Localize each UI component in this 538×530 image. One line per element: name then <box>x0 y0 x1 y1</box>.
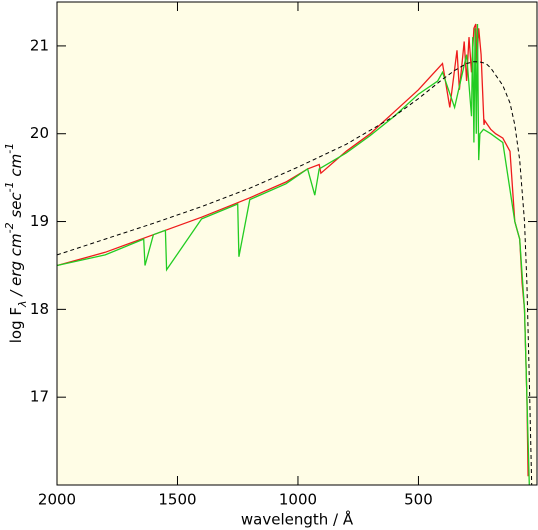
y-label-part: -1 <box>3 181 16 192</box>
series-group <box>57 23 533 485</box>
y-label-part: -1 <box>3 143 16 154</box>
y-label-part: λ <box>16 300 29 308</box>
x-tick-label: 1000 <box>279 491 317 509</box>
y-tick-label: 20 <box>30 124 49 142</box>
y-tick-label: 18 <box>30 300 49 318</box>
spectrum-line <box>57 61 533 485</box>
plot-area <box>57 2 537 485</box>
spectrum-line <box>57 23 530 485</box>
y-tick-label: 19 <box>30 212 49 230</box>
y-label-part: sec <box>7 192 25 223</box>
x-tick-label: 2000 <box>38 491 76 509</box>
y-label-part: -2 <box>3 222 16 233</box>
plot-frame <box>56 1 538 486</box>
y-tick-label: 21 <box>30 36 49 54</box>
x-tick-label: 1500 <box>158 491 196 509</box>
x-tick-label: 500 <box>404 491 433 509</box>
y-tick-label: 17 <box>30 388 49 406</box>
x-axis-label: wavelength / Å <box>241 510 354 529</box>
y-label-part: cm <box>7 154 25 182</box>
y-label-part: log F <box>7 307 25 343</box>
y-axis-label: log Fλ / erg cm-2 sec-1 cm-1 <box>3 143 29 344</box>
y-label-part: / erg cm <box>7 233 25 300</box>
spectrum-line <box>57 23 529 477</box>
